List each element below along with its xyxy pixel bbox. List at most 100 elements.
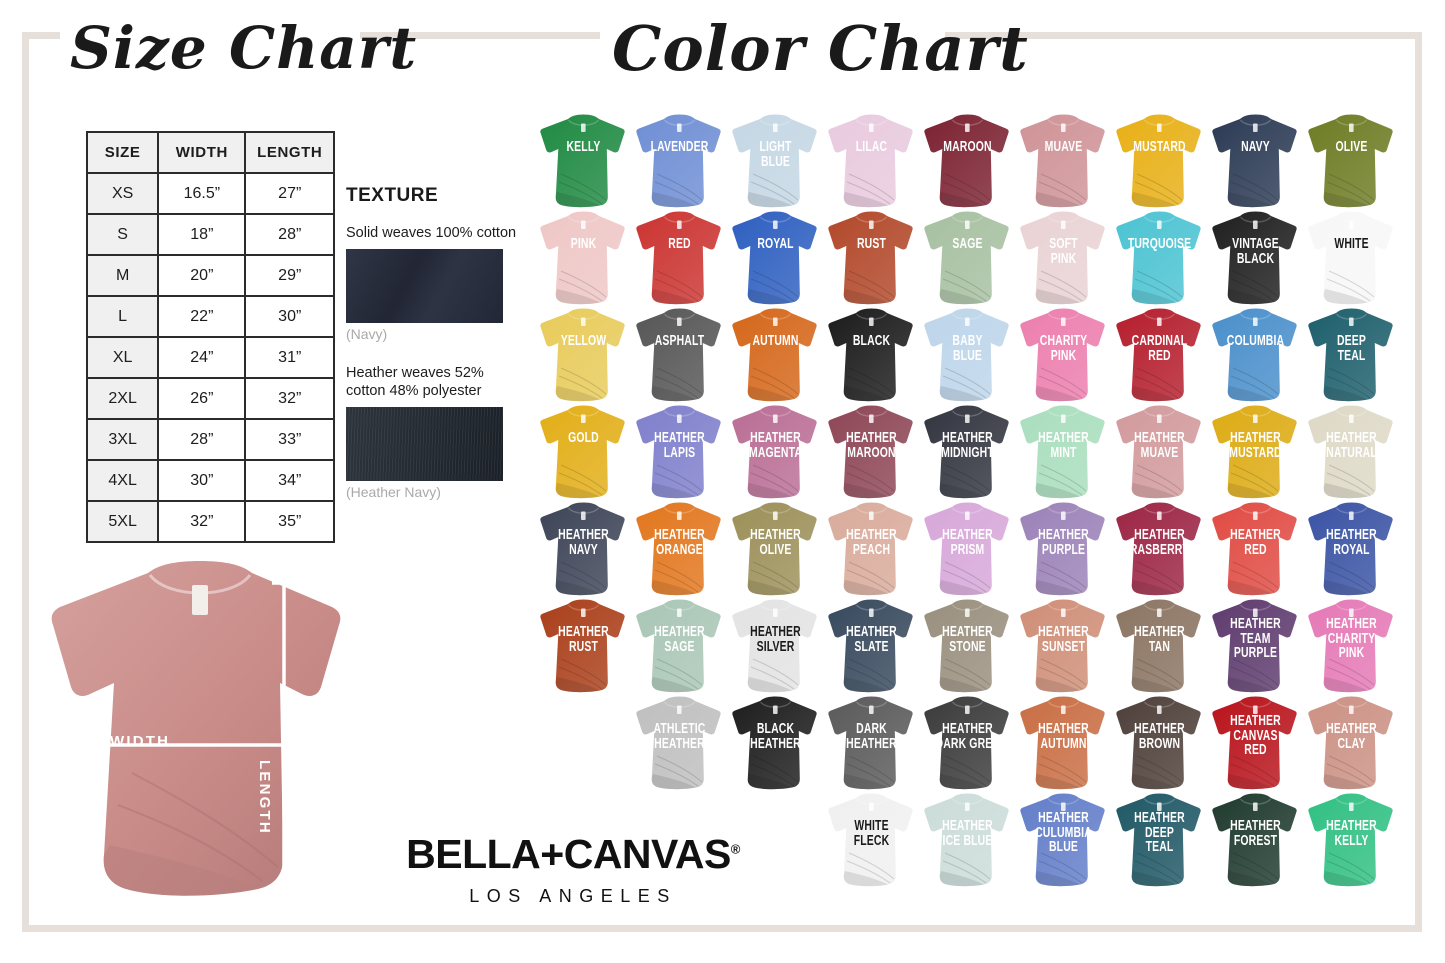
table-row: 2XL 26” 32”	[85, 377, 335, 420]
shirt-swatch[interactable]: GOLD	[538, 403, 629, 500]
shirt-row: PINK RED ROYAL RUST SAGE SOFT PINK TURQUOISE VI…	[538, 209, 1410, 306]
shirt-swatch[interactable]: LIGHT BLUE	[730, 112, 821, 209]
shirt-swatch[interactable]: LILAC	[826, 112, 917, 209]
shirt-drape-lines	[942, 658, 991, 690]
shirt-brand-tag	[581, 317, 586, 326]
shirt-row: KELLY LAVENDER LIGHT BLUE LILAC MAROON MUAVE M…	[538, 112, 1410, 209]
shirt-drape-lines	[1326, 755, 1375, 787]
shirt-shape	[1212, 696, 1297, 790]
shirt-swatch[interactable]: HEATHER DEEP TEAL	[1114, 791, 1205, 888]
table-row: 3XL 28” 33”	[85, 418, 335, 461]
shirt-swatch[interactable]: SAGE	[922, 209, 1013, 306]
shirt-swatch[interactable]: DARK HEATHER	[826, 694, 917, 791]
shirt-knot-fold	[747, 774, 792, 790]
shirt-swatch[interactable]: NAVY	[1210, 112, 1301, 209]
shirt-swatch[interactable]: HEATHER SUNSET	[1018, 597, 1109, 694]
shirt-brand-tag	[869, 123, 874, 132]
shirt-swatch[interactable]: YELLOW	[538, 306, 629, 403]
shirt-swatch[interactable]: HEATHER MINT	[1018, 403, 1109, 500]
shirt-swatch[interactable]: MUSTARD	[1114, 112, 1205, 209]
shirt-swatch[interactable]: HEATHER AUTUMN	[1018, 694, 1109, 791]
shirt-brand-tag	[581, 220, 586, 229]
shirt-swatch[interactable]: HEATHER TEAM PURPLE	[1210, 597, 1301, 694]
shirt-swatch[interactable]: HEATHER PEACH	[826, 500, 917, 597]
shirt-swatch[interactable]: LAVENDER	[634, 112, 725, 209]
shirt-swatch[interactable]: HEATHER SLATE	[826, 597, 917, 694]
shirt-swatch[interactable]: HEATHER CANVAS RED	[1210, 694, 1301, 791]
shirt-swatch[interactable]: HEATHER MAGENTA	[730, 403, 821, 500]
shirt-swatch[interactable]: OLIVE	[1306, 112, 1397, 209]
shirt-brand-tag	[965, 705, 970, 714]
shirt-brand-tag	[965, 414, 970, 423]
size-cell-width: 24”	[157, 336, 247, 379]
shirt-swatch[interactable]: BLACK	[826, 306, 917, 403]
shirt-swatch[interactable]: HEATHER RED	[1210, 500, 1301, 597]
shirt-brand-tag	[1349, 802, 1354, 811]
shirt-swatch[interactable]: RED	[634, 209, 725, 306]
shirt-swatch[interactable]: HEATHER MIDNIGHT	[922, 403, 1013, 500]
shirt-swatch[interactable]: BABY BLUE	[922, 306, 1013, 403]
shirt-swatch[interactable]: HEATHER PRISM	[922, 500, 1013, 597]
shirt-swatch[interactable]: ATHLETIC HEATHER	[634, 694, 725, 791]
shirt-swatch[interactable]: ASPHALT	[634, 306, 725, 403]
shirt-swatch[interactable]: SOFT PINK	[1018, 209, 1109, 306]
shirt-swatch[interactable]: KELLY	[538, 112, 629, 209]
length-measurement-label: LENGTH	[256, 760, 273, 835]
shirt-swatch[interactable]: HEATHER LAPIS	[634, 403, 725, 500]
shirt-swatch[interactable]: HEATHER NATURAL	[1306, 403, 1397, 500]
shirt-swatch[interactable]: WHITE FLECK	[826, 791, 917, 888]
shirt-swatch[interactable]: MUAVE	[1018, 112, 1109, 209]
shirt-swatch[interactable]: HEATHER TAN	[1114, 597, 1205, 694]
shirt-swatch[interactable]: ROYAL	[730, 209, 821, 306]
shirt-swatch[interactable]: HEATHER STONE	[922, 597, 1013, 694]
shirt-swatch[interactable]: HEATHER OLIVE	[730, 500, 821, 597]
shirt-swatch[interactable]: HEATHER ORANGE	[634, 500, 725, 597]
shirt-swatch[interactable]: HEATHER RASBERRY	[1114, 500, 1205, 597]
shirt-brand-tag	[773, 705, 778, 714]
shirt-swatch[interactable]: WHITE	[1306, 209, 1397, 306]
shirt-knot-fold	[939, 774, 984, 790]
shirt-swatch[interactable]: HEATHER DARK GREY	[922, 694, 1013, 791]
shirt-swatch[interactable]: AUTUMN	[730, 306, 821, 403]
solid-weave-description: Solid weaves 100% cotton	[346, 225, 517, 241]
shirt-swatch[interactable]: HEATHER SAGE	[634, 597, 725, 694]
shirt-swatch[interactable]: HEATHER PURPLE	[1018, 500, 1109, 597]
shirt-drape-lines	[654, 755, 703, 787]
brand-name: BELLA+CANVAS®	[378, 834, 768, 875]
shirt-swatch[interactable]: HEATHER MUSTARD	[1210, 403, 1301, 500]
shirt-swatch[interactable]: TURQUOISE	[1114, 209, 1205, 306]
shirt-swatch[interactable]: PINK	[538, 209, 629, 306]
shirt-swatch[interactable]: CARDINAL RED	[1114, 306, 1205, 403]
shirt-swatch[interactable]: HEATHER KELLY	[1306, 791, 1397, 888]
shirt-swatch[interactable]: HEATHER RUST	[538, 597, 629, 694]
shirt-swatch[interactable]: VINTAGE BLACK	[1210, 209, 1301, 306]
shirt-swatch[interactable]: HEATHER MAROON	[826, 403, 917, 500]
shirt-knot-fold	[1131, 289, 1176, 305]
shirt-row: WHITE FLECK HEATHER ICE BLUE HEATHER CULUM…	[538, 791, 1410, 888]
shirt-brand-tag	[677, 220, 682, 229]
shirt-brand-tag	[965, 220, 970, 229]
size-cell-width: 26”	[157, 377, 247, 420]
shirt-swatch[interactable]: HEATHER ICE BLUE	[922, 791, 1013, 888]
shirt-swatch[interactable]: HEATHER CULUMBIA BLUE	[1018, 791, 1109, 888]
shirt-swatch[interactable]: HEATHER ROYAL	[1306, 500, 1397, 597]
shirt-swatch[interactable]: HEATHER SILVER	[730, 597, 821, 694]
shirt-swatch[interactable]: BLACK HEATHER	[730, 694, 821, 791]
shirt-knot-fold	[843, 483, 888, 499]
shirt-drape-lines	[654, 561, 703, 593]
shirt-swatch[interactable]: HEATHER BROWN	[1114, 694, 1205, 791]
shirt-swatch[interactable]: HEATHER CHARITY PINK	[1306, 597, 1397, 694]
shirt-swatch[interactable]: HEATHER CLAY	[1306, 694, 1397, 791]
shirt-swatch[interactable]: COLUMBIA	[1210, 306, 1301, 403]
shirt-shape	[828, 308, 913, 402]
shirt-brand-tag	[1061, 608, 1066, 617]
shirt-drape-lines	[750, 658, 799, 690]
shirt-swatch[interactable]: CHARITY PINK	[1018, 306, 1109, 403]
shirt-swatch[interactable]: HEATHER MUAVE	[1114, 403, 1205, 500]
shirt-swatch[interactable]: MAROON	[922, 112, 1013, 209]
shirt-swatch[interactable]: HEATHER FOREST	[1210, 791, 1301, 888]
shirt-knot-fold	[1323, 580, 1368, 596]
shirt-swatch[interactable]: HEATHER NAVY	[538, 500, 629, 597]
shirt-swatch[interactable]: RUST	[826, 209, 917, 306]
shirt-swatch[interactable]: DEEP TEAL	[1306, 306, 1397, 403]
